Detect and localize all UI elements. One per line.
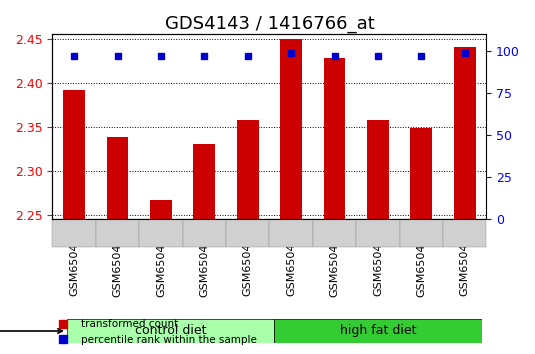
FancyBboxPatch shape	[270, 219, 313, 247]
FancyBboxPatch shape	[356, 219, 400, 247]
FancyBboxPatch shape	[182, 219, 226, 247]
Legend: transformed count, percentile rank within the sample: transformed count, percentile rank withi…	[48, 315, 262, 349]
Bar	[63, 90, 85, 219]
FancyBboxPatch shape	[52, 219, 96, 247]
Bar	[410, 129, 432, 219]
Bar	[194, 144, 215, 219]
Text: control diet: control diet	[135, 325, 207, 337]
Title: GDS4143 / 1416766_at: GDS4143 / 1416766_at	[165, 15, 374, 33]
FancyBboxPatch shape	[313, 219, 356, 247]
FancyBboxPatch shape	[67, 319, 274, 343]
Bar	[106, 137, 128, 219]
FancyBboxPatch shape	[226, 219, 270, 247]
FancyBboxPatch shape	[443, 219, 486, 247]
Text: high fat diet: high fat diet	[340, 325, 416, 337]
Bar	[150, 200, 172, 219]
Bar	[367, 120, 389, 219]
Bar	[280, 39, 302, 219]
FancyBboxPatch shape	[96, 219, 139, 247]
FancyBboxPatch shape	[139, 219, 182, 247]
Bar	[454, 47, 476, 219]
FancyBboxPatch shape	[274, 319, 482, 343]
FancyBboxPatch shape	[400, 219, 443, 247]
Text: growth protocol: growth protocol	[0, 326, 62, 336]
Bar	[237, 120, 258, 219]
Bar	[324, 58, 346, 219]
